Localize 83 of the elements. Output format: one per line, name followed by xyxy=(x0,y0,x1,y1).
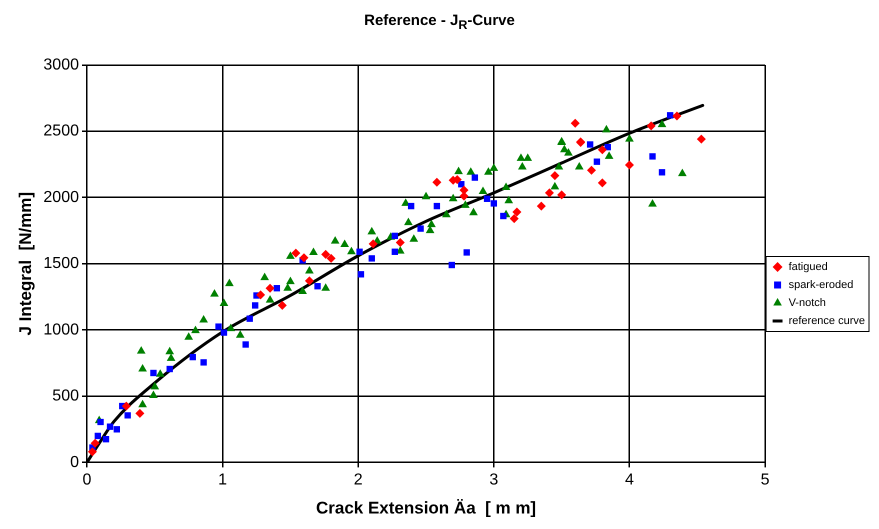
y-tick-label: 3000 xyxy=(43,56,80,74)
point xyxy=(94,432,102,440)
point xyxy=(114,426,120,432)
point xyxy=(666,112,674,119)
legend-label: fatigued xyxy=(788,261,828,274)
y-tick-label: 1500 xyxy=(43,255,80,272)
point xyxy=(672,112,682,120)
point xyxy=(215,323,222,330)
point xyxy=(246,315,253,322)
point xyxy=(658,169,666,176)
point xyxy=(356,248,363,255)
x-tick-label: 3 xyxy=(489,471,498,488)
point xyxy=(106,423,114,430)
point xyxy=(464,249,470,256)
y-tick-label: 0 xyxy=(70,454,80,471)
point xyxy=(256,290,266,300)
legend-label: reference curve xyxy=(788,315,866,328)
x-axis-title: Crack Extension Äa [ m m] xyxy=(316,498,536,518)
point xyxy=(408,202,414,210)
x-tick-label: 4 xyxy=(625,471,634,488)
point xyxy=(102,436,110,442)
point xyxy=(649,153,656,160)
point xyxy=(544,188,554,198)
point xyxy=(510,214,519,224)
point xyxy=(646,121,656,130)
y-axis-title: J Integral [N/mm] xyxy=(16,192,35,336)
chart-title: Reference - J$_{R}$-Curve xyxy=(364,11,515,34)
point xyxy=(557,190,566,200)
point xyxy=(278,300,287,310)
x-tick-label: 1 xyxy=(218,471,228,488)
point xyxy=(594,158,600,165)
point xyxy=(88,447,97,456)
point xyxy=(326,254,336,263)
point xyxy=(291,248,300,258)
point xyxy=(500,212,507,220)
point xyxy=(252,302,258,309)
y-tick-label: 2500 xyxy=(43,122,80,140)
point xyxy=(417,225,424,232)
point xyxy=(304,276,314,286)
point xyxy=(484,196,490,202)
legend-label: V-notch xyxy=(788,297,826,310)
point xyxy=(624,160,634,170)
point xyxy=(166,366,173,372)
point xyxy=(220,329,228,336)
point xyxy=(200,359,207,366)
point xyxy=(299,253,308,262)
point xyxy=(598,178,607,188)
y-tick-label: 1000 xyxy=(43,321,80,338)
point xyxy=(432,178,442,187)
x-tick-label: 5 xyxy=(760,471,770,488)
point xyxy=(122,402,131,411)
point xyxy=(90,438,100,448)
point xyxy=(696,134,706,144)
x-tick-label: 0 xyxy=(82,471,92,488)
point xyxy=(266,284,275,293)
legend-label: spark-eroded xyxy=(788,279,854,292)
point xyxy=(586,166,596,175)
point xyxy=(368,239,378,248)
point xyxy=(472,174,478,181)
point xyxy=(512,208,522,217)
point xyxy=(190,354,196,360)
point xyxy=(598,145,607,154)
point xyxy=(434,202,440,210)
point xyxy=(135,408,144,418)
point xyxy=(314,283,321,290)
point xyxy=(392,232,398,240)
point xyxy=(321,250,330,259)
point xyxy=(358,271,364,278)
point xyxy=(242,341,249,348)
x-tick-label: 2 xyxy=(354,471,363,488)
point xyxy=(368,255,375,262)
point xyxy=(550,171,560,180)
y-tick-label: 500 xyxy=(52,388,80,405)
point xyxy=(124,412,131,419)
y-tick-label: 2000 xyxy=(43,188,80,206)
point xyxy=(448,262,455,268)
point xyxy=(586,141,594,148)
point xyxy=(274,285,280,292)
point xyxy=(490,200,498,207)
point xyxy=(396,238,405,248)
point xyxy=(392,248,398,255)
point xyxy=(570,118,580,128)
point xyxy=(536,202,546,211)
